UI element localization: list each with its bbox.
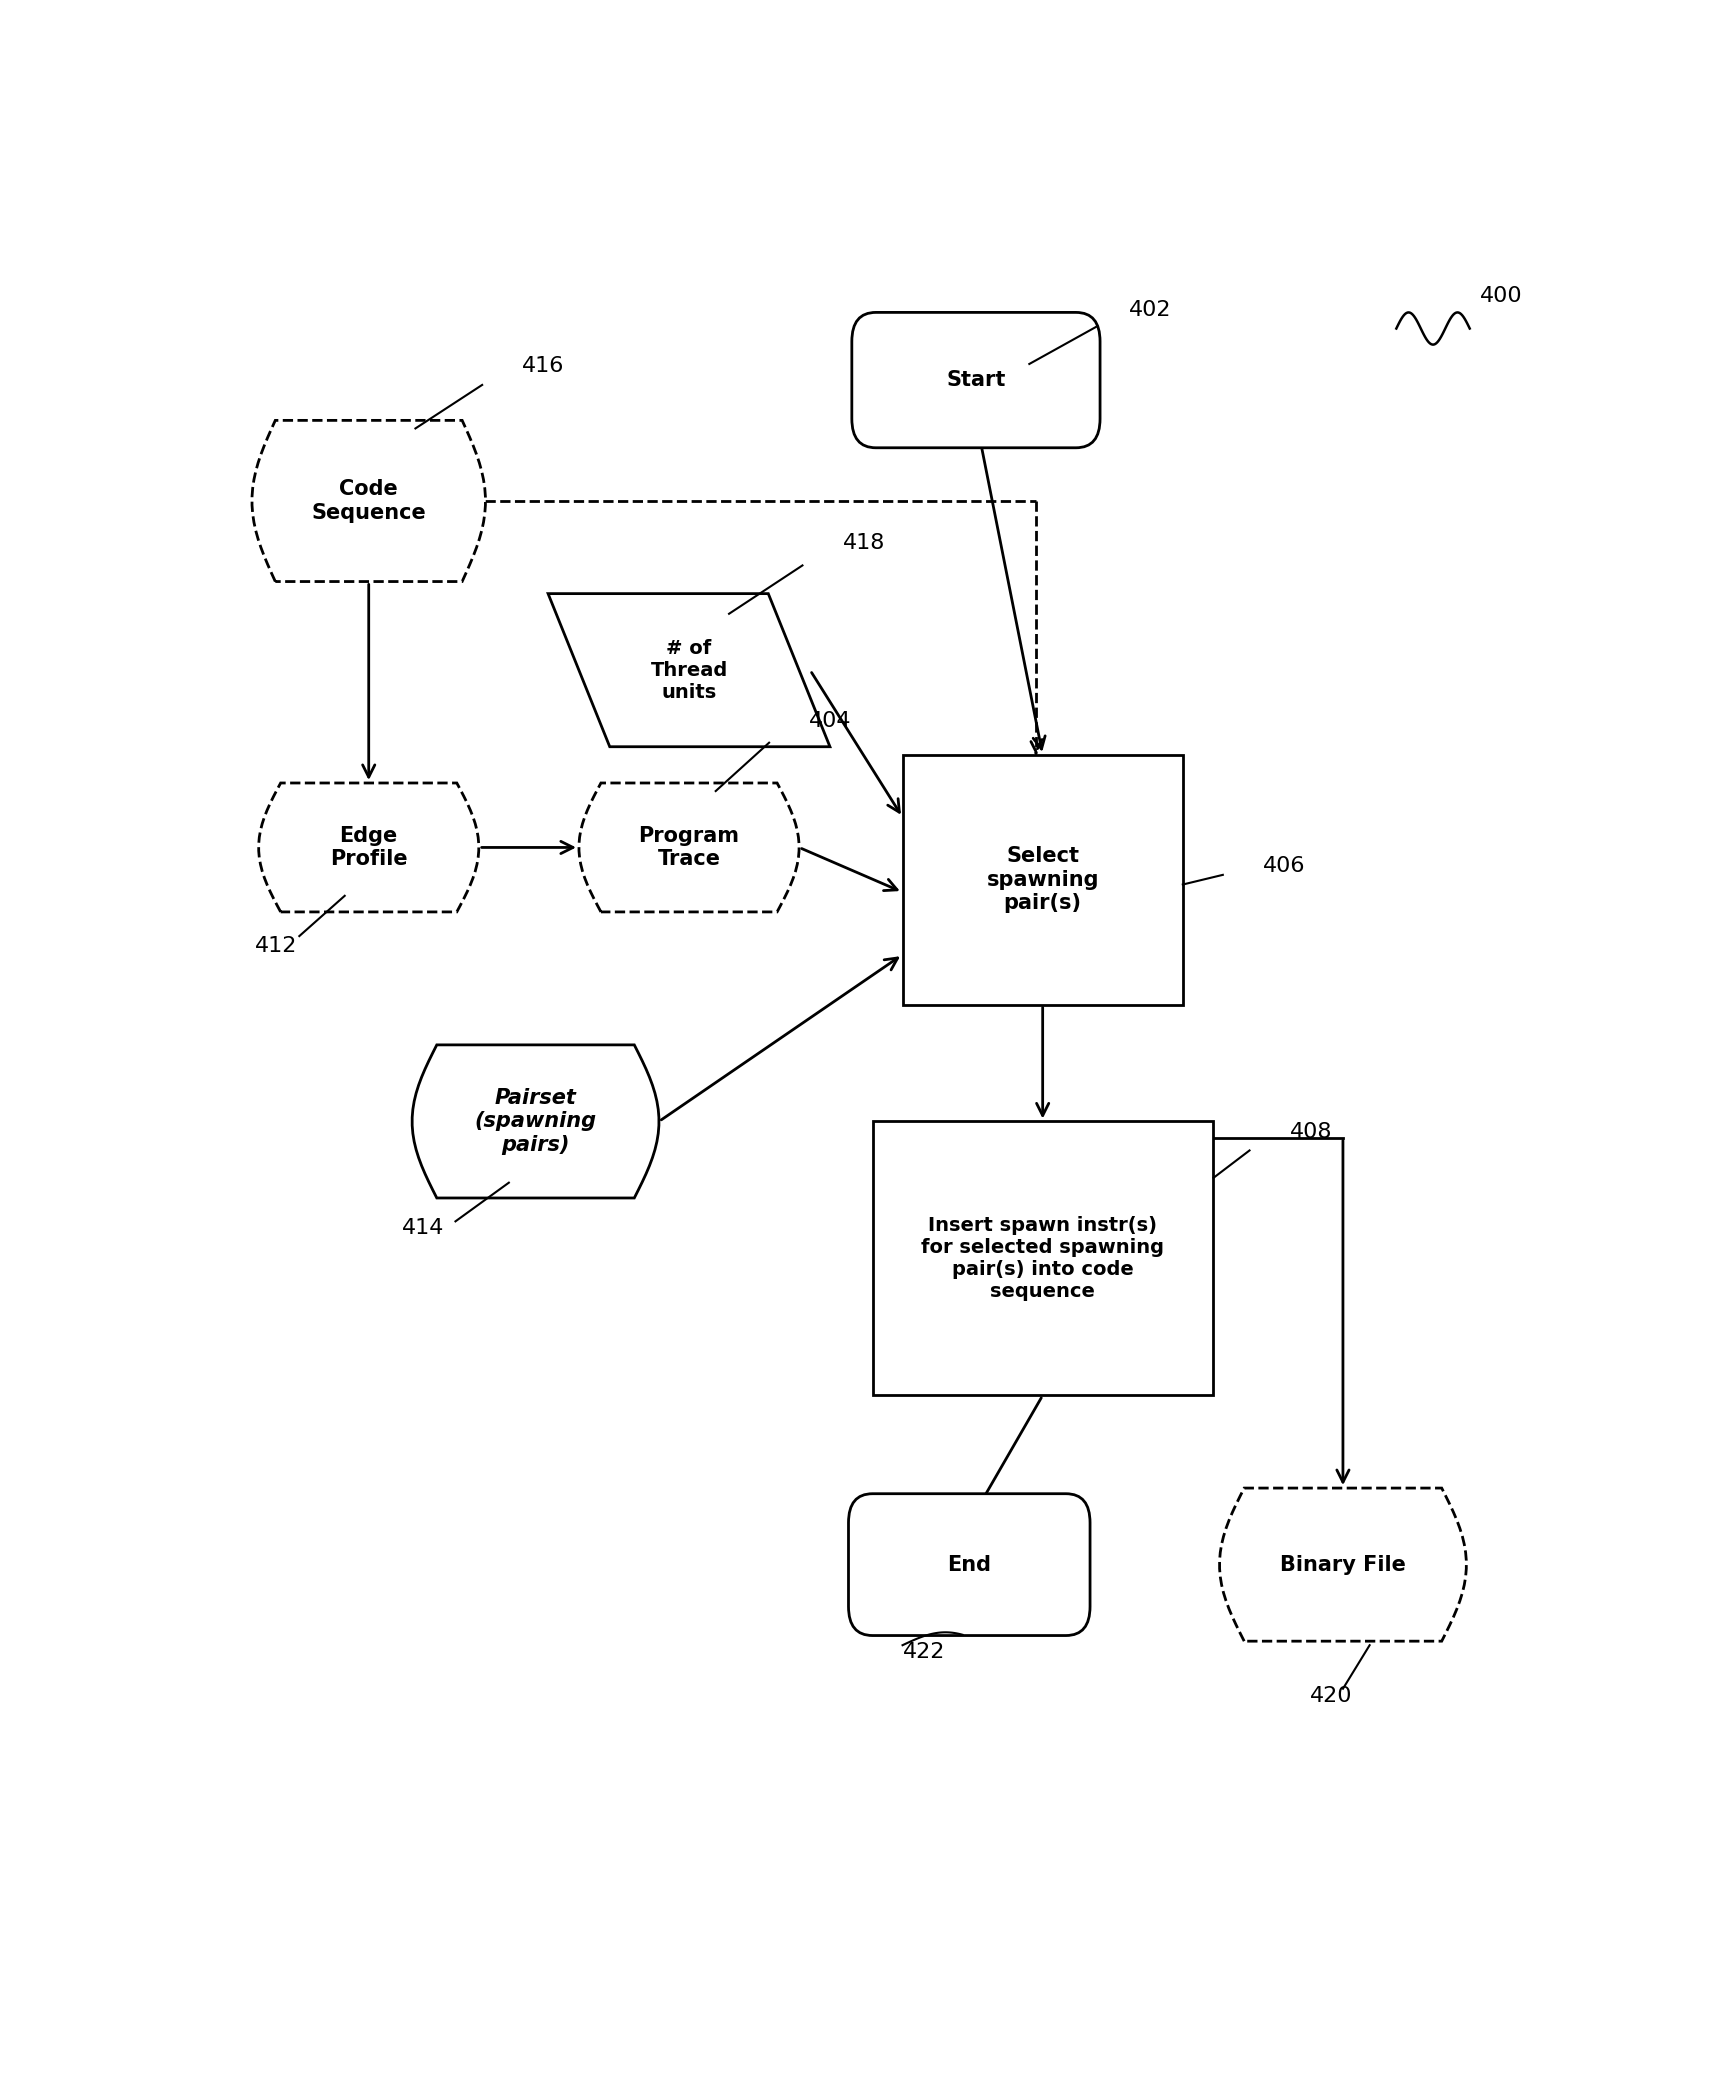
- Text: 418: 418: [842, 534, 885, 553]
- Text: Select
spawning
pair(s): Select spawning pair(s): [987, 846, 1099, 913]
- Text: 408: 408: [1290, 1122, 1333, 1141]
- Text: 420: 420: [1309, 1685, 1352, 1706]
- FancyBboxPatch shape: [852, 312, 1100, 448]
- Text: 406: 406: [1262, 856, 1305, 875]
- Text: 422: 422: [902, 1643, 945, 1662]
- Text: Start: Start: [947, 370, 1006, 389]
- Text: End: End: [947, 1555, 992, 1574]
- Text: Code
Sequence: Code Sequence: [312, 479, 425, 523]
- Text: Insert spawn instr(s)
for selected spawning
pair(s) into code
sequence: Insert spawn instr(s) for selected spawn…: [921, 1216, 1164, 1302]
- FancyBboxPatch shape: [849, 1494, 1090, 1635]
- Text: Binary File: Binary File: [1279, 1555, 1405, 1574]
- Polygon shape: [412, 1044, 660, 1197]
- Polygon shape: [251, 421, 486, 582]
- Text: 414: 414: [401, 1218, 444, 1239]
- Polygon shape: [258, 783, 479, 913]
- Bar: [873, 1122, 1212, 1396]
- Text: 402: 402: [1130, 299, 1173, 320]
- Text: Pairset
(spawning
pairs): Pairset (spawning pairs): [475, 1088, 596, 1155]
- Text: 404: 404: [809, 712, 852, 730]
- Text: 412: 412: [255, 936, 298, 957]
- Polygon shape: [579, 783, 799, 913]
- Polygon shape: [1219, 1488, 1467, 1641]
- Polygon shape: [548, 594, 830, 747]
- Bar: [902, 756, 1183, 1005]
- Text: 400: 400: [1481, 287, 1522, 306]
- Text: Edge
Profile: Edge Profile: [331, 827, 408, 869]
- Text: Program
Trace: Program Trace: [639, 827, 739, 869]
- Text: 416: 416: [522, 356, 565, 377]
- Text: # of
Thread
units: # of Thread units: [651, 638, 728, 701]
